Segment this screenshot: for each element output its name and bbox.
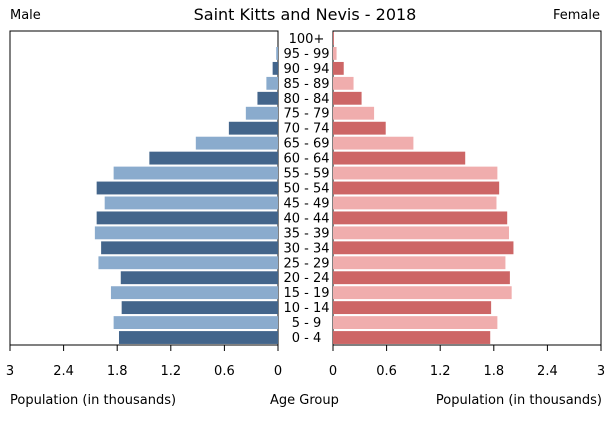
male-axis-tick-label: 1.8 <box>107 364 128 379</box>
male-bar <box>104 196 279 210</box>
female-bar <box>333 301 492 315</box>
age-group-label: 55 - 59 <box>283 167 329 182</box>
chart-title: Saint Kitts and Nevis - 2018 <box>193 5 417 24</box>
age-group-label: 30 - 34 <box>283 241 329 256</box>
male-bar <box>118 331 278 344</box>
male-axis-tick-label: 2.4 <box>53 364 74 379</box>
female-bar <box>333 286 512 300</box>
female-bar <box>333 331 491 344</box>
age-group-label: 85 - 89 <box>283 77 329 92</box>
female-axis-tick-label: 0 <box>329 364 337 379</box>
female-bar <box>333 151 466 165</box>
age-group-label: 75 - 79 <box>283 107 329 122</box>
female-axis-tick-label: 0.6 <box>376 364 397 379</box>
female-bar <box>333 256 506 270</box>
x-axis-label-right: Population (in thousands) <box>435 393 602 408</box>
female-axis-tick-label: 3 <box>597 364 605 379</box>
male-bar <box>110 286 279 300</box>
age-group-label: 100+ <box>289 32 325 47</box>
female-bar <box>333 32 334 45</box>
female-bar <box>333 166 498 180</box>
x-axis-label-center: Age Group <box>270 393 339 408</box>
male-bar <box>113 316 278 330</box>
male-bar <box>94 226 278 240</box>
female-axis-tick-label: 1.8 <box>483 364 504 379</box>
female-axis-tick-label: 2.4 <box>537 364 558 379</box>
male-bar <box>245 106 278 120</box>
female-bar <box>333 91 362 105</box>
male-bar <box>257 91 278 105</box>
male-axis-tick-label: 0 <box>274 364 282 379</box>
male-axis-tick-label: 3 <box>6 364 14 379</box>
age-group-label: 0 - 4 <box>292 331 322 346</box>
male-bar <box>96 181 278 195</box>
age-group-label: 15 - 19 <box>283 286 329 301</box>
age-group-label: 45 - 49 <box>283 196 329 211</box>
female-bar <box>333 136 414 150</box>
x-axis-label-left: Population (in thousands) <box>10 393 177 408</box>
female-label: Female <box>552 8 600 23</box>
age-group-label: 25 - 29 <box>283 256 329 271</box>
age-group-label: 10 - 14 <box>283 301 329 316</box>
female-bar <box>333 61 344 75</box>
female-bar <box>333 46 337 60</box>
male-bar <box>149 151 278 165</box>
male-label: Male <box>10 8 41 23</box>
age-group-label: 35 - 39 <box>283 226 329 241</box>
male-bar <box>195 136 278 150</box>
age-group-label: 60 - 64 <box>283 152 329 167</box>
age-group-label: 40 - 44 <box>283 211 329 226</box>
age-group-label: 50 - 54 <box>283 182 329 197</box>
age-group-label: 65 - 69 <box>283 137 329 152</box>
female-bar <box>333 316 498 330</box>
female-bar <box>333 181 500 195</box>
male-bar <box>101 241 279 255</box>
male-bar <box>266 76 278 90</box>
age-group-label: 90 - 94 <box>283 62 329 77</box>
male-bar <box>98 256 278 270</box>
age-group-label: 70 - 74 <box>283 122 329 137</box>
female-bar <box>333 241 514 255</box>
male-bar <box>96 211 278 225</box>
female-bar <box>333 76 354 90</box>
age-group-label: 5 - 9 <box>292 316 322 331</box>
female-bar <box>333 226 509 240</box>
male-bar <box>121 301 279 315</box>
male-bar <box>120 271 278 285</box>
female-axis-tick-label: 1.2 <box>430 364 451 379</box>
female-bar <box>333 271 510 285</box>
male-bar <box>272 61 278 75</box>
age-group-label: 95 - 99 <box>283 47 329 62</box>
male-bar <box>276 46 278 60</box>
age-group-label: 80 - 84 <box>283 92 329 107</box>
male-axis-tick-label: 0.6 <box>214 364 235 379</box>
female-bar <box>333 211 508 225</box>
age-group-label: 20 - 24 <box>283 271 329 286</box>
male-bar <box>113 166 278 180</box>
female-bar <box>333 196 497 210</box>
male-axis-tick-label: 1.2 <box>160 364 181 379</box>
female-bar <box>333 121 386 135</box>
female-bar <box>333 106 375 120</box>
male-bar <box>228 121 278 135</box>
